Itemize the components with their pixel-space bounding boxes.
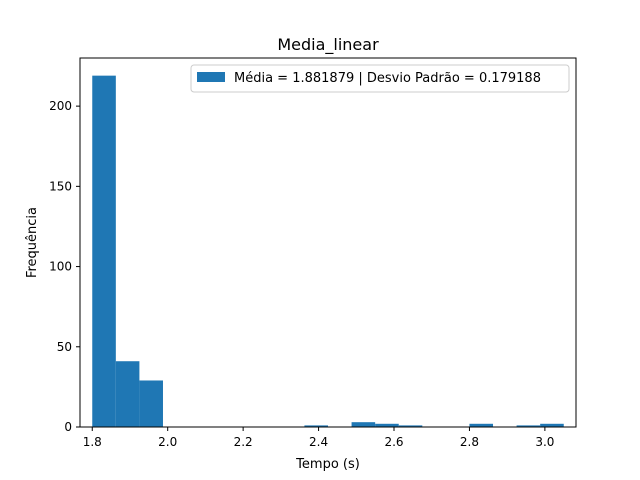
bar-group: [92, 75, 564, 427]
histogram-bar-13: [375, 423, 399, 427]
histogram-bar-3: [139, 380, 163, 427]
y-axis: 0 50 100 150 200: [49, 99, 80, 434]
histogram-bar-14: [398, 425, 423, 427]
x-axis: 1.8 2.0 2.2 2.4 2.6 2.8 3.0: [83, 427, 554, 449]
y-tick-label-3: 100: [49, 260, 72, 274]
chart-title: Media_linear: [277, 35, 379, 55]
x-tick-label-6: 2.8: [460, 435, 479, 449]
x-tick-label-7: 3.0: [535, 435, 554, 449]
x-tick-label-4: 2.4: [309, 435, 328, 449]
legend-swatch: [197, 72, 225, 82]
y-tick-label-1: 0: [64, 420, 72, 434]
y-tick-label-2: 50: [57, 340, 72, 354]
x-tick-label-3: 2.2: [234, 435, 253, 449]
y-tick-label-5: 200: [49, 99, 72, 113]
x-tick-label-1: 1.8: [83, 435, 102, 449]
histogram-bar-10: [304, 425, 328, 427]
histogram-bar-2: [115, 361, 140, 427]
x-tick-label-2: 2.0: [158, 435, 177, 449]
histogram-bar-12: [351, 422, 376, 427]
plot-frame: [79, 57, 577, 428]
legend-box: [190, 64, 570, 93]
y-tick-label-4: 150: [49, 179, 72, 193]
y-axis-label: Frequência: [25, 207, 40, 278]
histogram-bar-19: [516, 425, 541, 427]
histogram-bar-20: [540, 423, 564, 427]
legend-label: Média = 1.881879 | Desvio Padrão = 0.179…: [234, 71, 541, 86]
x-tick-label-5: 2.6: [384, 435, 403, 449]
legend: Média = 1.881879 | Desvio Padrão = 0.179…: [190, 64, 570, 93]
x-axis-label: Tempo (s): [295, 457, 360, 472]
histogram-bar-1: [92, 75, 116, 427]
histogram-bar-17: [469, 423, 494, 427]
